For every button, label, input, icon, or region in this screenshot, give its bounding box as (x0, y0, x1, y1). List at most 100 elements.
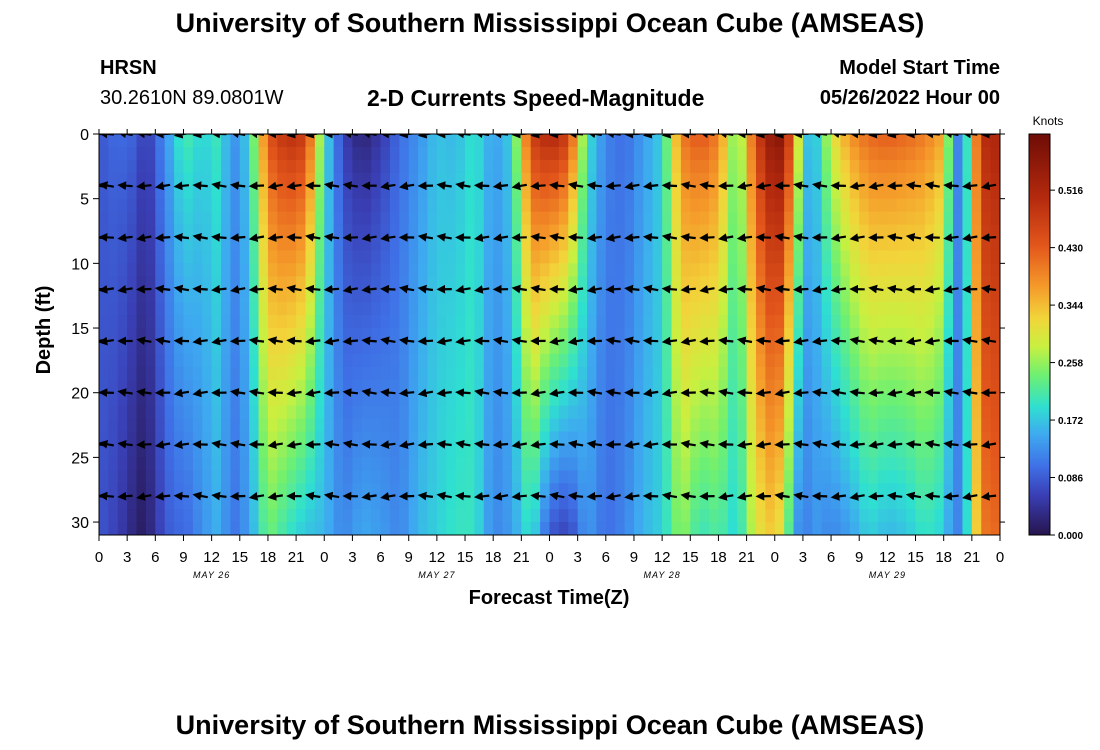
heat-cell (371, 444, 382, 458)
heat-cell (643, 146, 654, 161)
heat-cell (502, 457, 513, 471)
heat-cell (915, 237, 926, 252)
heat-cell (558, 198, 569, 213)
heat-cell (840, 379, 851, 394)
heat-cell (427, 340, 438, 355)
heat-cell (521, 431, 532, 446)
heat-cell (784, 276, 795, 290)
current-vector (136, 440, 152, 449)
heat-cell (784, 328, 795, 342)
heat-cell (239, 418, 250, 433)
heat-cell (502, 237, 513, 252)
heat-cell (361, 392, 372, 407)
heat-cell (474, 483, 485, 497)
heat-cell (361, 146, 372, 161)
heat-cell (840, 522, 851, 535)
heat-cell (174, 444, 185, 458)
heat-cell (549, 366, 560, 381)
heat-cell (127, 237, 138, 252)
heat-cell (540, 522, 551, 535)
heat-cell (652, 457, 663, 471)
heat-cell (258, 418, 269, 433)
heat-cell (680, 496, 691, 510)
current-vector (511, 284, 527, 294)
heat-cell (455, 405, 466, 420)
heat-cell (183, 340, 194, 355)
heat-cell (99, 172, 109, 187)
heat-cell (493, 185, 504, 200)
heat-cell (446, 302, 457, 316)
heat-cell (136, 379, 147, 394)
heat-cell (446, 289, 457, 303)
heat-cell (831, 366, 842, 381)
heat-cell (699, 457, 710, 471)
heat-cell (718, 431, 729, 446)
heat-cell (605, 366, 616, 381)
heat-cell (164, 457, 175, 471)
heat-cell (127, 431, 138, 446)
heat-cell (755, 276, 766, 290)
heat-cell (765, 457, 776, 471)
heat-cell (596, 366, 607, 381)
heat-cell (192, 405, 203, 420)
heat-cell (831, 418, 842, 433)
heat-cell (436, 496, 447, 510)
current-vector (924, 181, 940, 190)
heat-cell (540, 431, 551, 446)
current-vector (492, 233, 509, 243)
heat-cell (587, 211, 598, 226)
current-vector (492, 181, 509, 191)
heat-cell (99, 470, 109, 484)
heat-cell (643, 224, 654, 239)
heat-cell (737, 431, 748, 446)
heat-cell (812, 509, 823, 523)
current-vector (455, 181, 471, 190)
heat-cell (333, 379, 344, 394)
heat-cell (624, 198, 635, 213)
heat-cell (145, 353, 156, 368)
heat-cell (117, 159, 128, 174)
heat-cell (221, 418, 231, 433)
heat-cell (502, 134, 513, 148)
heat-cell (352, 134, 363, 148)
heat-cell (399, 224, 410, 239)
heat-cell (934, 134, 945, 148)
heat-cell (174, 250, 185, 264)
heat-cell (211, 185, 222, 200)
heat-cell (624, 405, 635, 420)
heat-cell (887, 289, 898, 303)
heat-cell (755, 509, 766, 523)
heat-cell (690, 224, 701, 239)
heat-cell (314, 392, 325, 407)
heat-cell (155, 159, 166, 174)
heat-cell (680, 159, 691, 174)
current-vector (248, 134, 265, 139)
heat-cell (680, 289, 691, 303)
heat-cell (737, 237, 748, 252)
current-vector (211, 491, 227, 501)
heat-cell (521, 470, 532, 484)
heat-cell (615, 353, 626, 368)
heat-cell (831, 328, 842, 342)
heat-cell (380, 340, 391, 355)
heat-cell (249, 431, 260, 446)
heat-cell (962, 250, 973, 264)
heat-cell (455, 134, 466, 148)
heat-cell (399, 250, 410, 264)
heat-cell (399, 185, 410, 200)
heat-cell (380, 146, 391, 161)
heat-cell (680, 509, 691, 523)
heat-cell (755, 250, 766, 264)
heat-cell (549, 276, 560, 290)
heat-cell (427, 405, 438, 420)
heat-cell (258, 134, 269, 148)
heat-cell (155, 418, 166, 433)
heat-cell (549, 340, 560, 355)
current-vector (680, 233, 696, 242)
heat-cell (202, 457, 213, 471)
heat-cell (624, 224, 635, 239)
heat-cell (249, 159, 260, 174)
heat-cell (305, 431, 316, 446)
heat-cell (305, 483, 316, 497)
heat-cell (868, 340, 879, 355)
